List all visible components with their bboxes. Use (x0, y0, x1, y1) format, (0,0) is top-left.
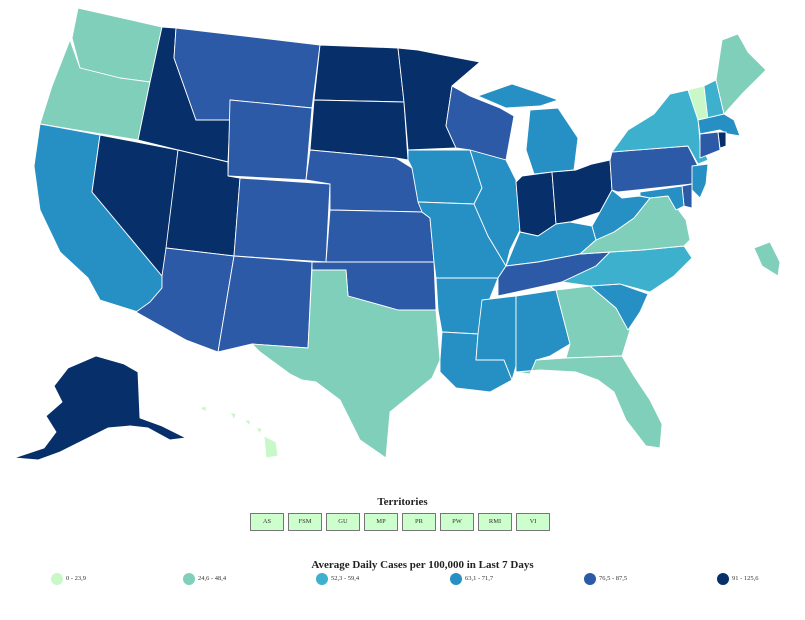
legend-swatch (51, 573, 63, 585)
state-ri[interactable] (717, 131, 727, 149)
state-me[interactable] (715, 33, 767, 115)
legend-title: Average Daily Cases per 100,000 in Last … (311, 559, 534, 571)
legend-label: 24,6 - 48,4 (198, 575, 227, 582)
territory-button-mp[interactable]: MP (364, 513, 398, 531)
legend-swatch (450, 573, 462, 585)
territory-button-rmi[interactable]: RMI (478, 513, 512, 531)
state-hi[interactable] (199, 405, 279, 459)
state-in[interactable] (515, 171, 557, 237)
legend-label: 52,3 - 59,4 (331, 575, 360, 582)
territory-button-pr[interactable]: PR (402, 513, 436, 531)
state-ks[interactable] (325, 209, 435, 263)
state-tx[interactable] (251, 269, 441, 459)
territory-button-pw[interactable]: PW (440, 513, 474, 531)
state-ia[interactable] (407, 149, 483, 205)
territory-pr[interactable] (753, 241, 781, 277)
state-sd[interactable] (309, 99, 409, 161)
territory-button-fsm[interactable]: FSM (288, 513, 322, 531)
state-ct[interactable] (699, 131, 721, 159)
territory-button-as[interactable]: AS (250, 513, 284, 531)
state-ak[interactable] (13, 355, 187, 461)
state-il[interactable] (469, 149, 521, 267)
state-fl[interactable] (515, 355, 663, 449)
state-co[interactable] (233, 177, 331, 263)
state-wy[interactable] (227, 99, 313, 181)
legend-label: 76,5 - 87,5 (599, 575, 628, 582)
us-states-map (13, 7, 781, 461)
legend-swatch (584, 573, 596, 585)
legend-swatch (183, 573, 195, 585)
state-nm[interactable] (217, 255, 313, 353)
legend-label: 0 - 23,9 (66, 575, 87, 582)
state-md[interactable] (639, 185, 685, 211)
state-nd[interactable] (313, 44, 405, 103)
territory-button-vi[interactable]: VI (516, 513, 550, 531)
legend-label: 91 - 125,6 (732, 575, 759, 582)
legend-swatch (316, 573, 328, 585)
territories-title: Territories (377, 496, 428, 508)
territory-button-gu[interactable]: GU (326, 513, 360, 531)
state-nj[interactable] (691, 163, 709, 199)
legend-swatch (717, 573, 729, 585)
legend-label: 63,1 - 71,7 (465, 575, 494, 582)
